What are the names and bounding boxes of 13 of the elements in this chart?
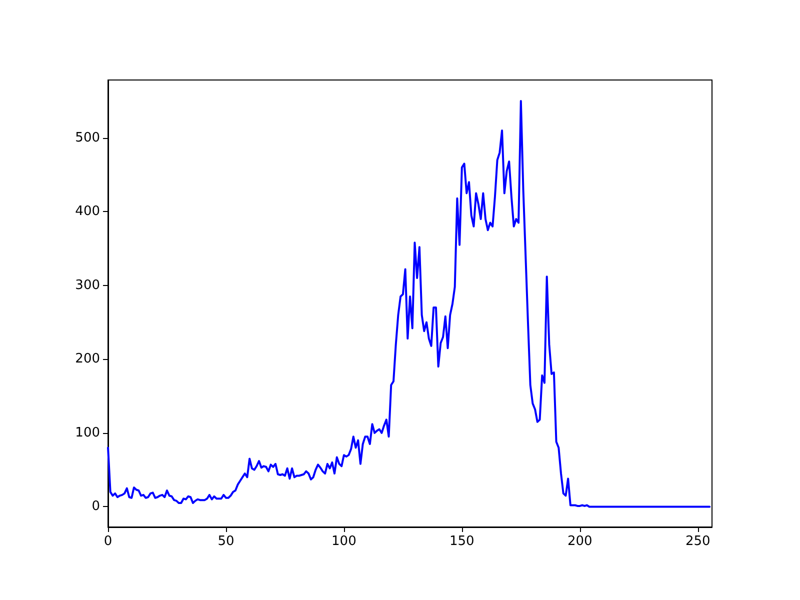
x-tick-label: 150 (449, 534, 474, 549)
x-tick-label: 200 (567, 534, 592, 549)
y-tick-label: 500 (75, 130, 100, 146)
x-tick-label: 250 (685, 534, 710, 549)
line-series (107, 100, 711, 508)
y-tick-label: 300 (75, 278, 100, 293)
y-tick-label: 100 (75, 425, 100, 440)
y-tick-label: 400 (75, 204, 100, 220)
x-tick-label: 50 (218, 534, 234, 549)
y-tick-label: 0 (92, 499, 100, 514)
x-tick-label: 0 (104, 534, 112, 549)
x-tick-label: 100 (332, 534, 356, 549)
y-tick-label: 200 (75, 352, 100, 367)
